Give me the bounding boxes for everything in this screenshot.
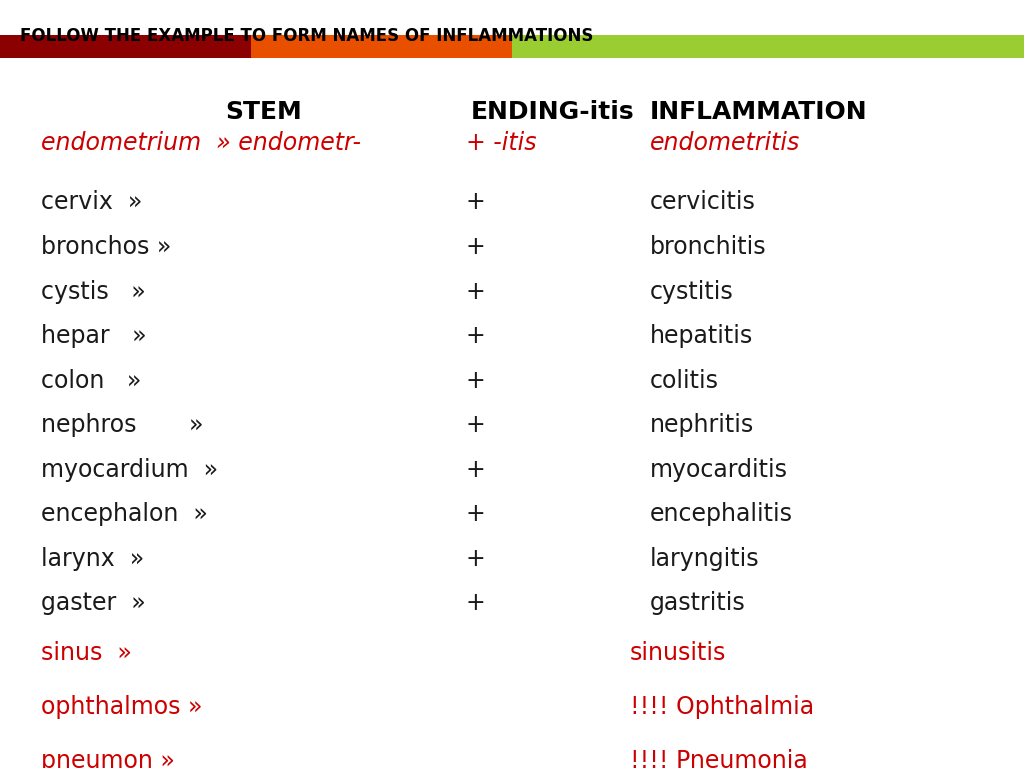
Text: encephalitis: encephalitis <box>650 502 794 526</box>
Text: +: + <box>466 502 485 526</box>
Text: cystitis: cystitis <box>650 280 734 303</box>
Text: gastritis: gastritis <box>650 591 746 615</box>
FancyBboxPatch shape <box>512 35 1024 58</box>
Text: +: + <box>466 190 485 214</box>
Text: ENDING-itis: ENDING-itis <box>471 100 635 124</box>
Text: +: + <box>466 547 485 571</box>
FancyBboxPatch shape <box>251 35 512 58</box>
Text: +: + <box>466 280 485 303</box>
Text: +: + <box>466 235 485 259</box>
Text: +: + <box>466 458 485 482</box>
Text: sinusitis: sinusitis <box>630 641 726 665</box>
Text: hepar   »: hepar » <box>41 324 146 348</box>
Text: sinus  »: sinus » <box>41 641 132 665</box>
Text: +: + <box>466 413 485 437</box>
Text: gaster  »: gaster » <box>41 591 145 615</box>
Text: !!!! Pneumonia: !!!! Pneumonia <box>630 749 808 768</box>
Text: !!!! Ophthalmia: !!!! Ophthalmia <box>630 695 814 719</box>
Text: STEM: STEM <box>225 100 302 124</box>
Text: pneumon »: pneumon » <box>41 749 175 768</box>
Text: cystis   »: cystis » <box>41 280 145 303</box>
Text: colon   »: colon » <box>41 369 141 392</box>
Text: +: + <box>466 324 485 348</box>
FancyBboxPatch shape <box>0 35 251 58</box>
Text: nephritis: nephritis <box>650 413 755 437</box>
Text: +: + <box>466 591 485 615</box>
Text: laryngitis: laryngitis <box>650 547 760 571</box>
Text: nephros       »: nephros » <box>41 413 204 437</box>
Text: bronchos »: bronchos » <box>41 235 171 259</box>
Text: endometrium  » endometr-: endometrium » endometr- <box>41 131 360 154</box>
Text: endometritis: endometritis <box>650 131 801 154</box>
Text: bronchitis: bronchitis <box>650 235 767 259</box>
Text: cervicitis: cervicitis <box>650 190 756 214</box>
Text: INFLAMMATION: INFLAMMATION <box>650 100 868 124</box>
Text: hepatitis: hepatitis <box>650 324 754 348</box>
Text: FOLLOW THE EXAMPLE TO FORM NAMES OF INFLAMMATIONS: FOLLOW THE EXAMPLE TO FORM NAMES OF INFL… <box>20 27 594 45</box>
Text: myocardium  »: myocardium » <box>41 458 218 482</box>
Text: larynx  »: larynx » <box>41 547 144 571</box>
Text: cervix  »: cervix » <box>41 190 142 214</box>
Text: colitis: colitis <box>650 369 719 392</box>
Text: myocarditis: myocarditis <box>650 458 788 482</box>
Text: + -itis: + -itis <box>466 131 537 154</box>
Text: ophthalmos »: ophthalmos » <box>41 695 203 719</box>
Text: encephalon  »: encephalon » <box>41 502 208 526</box>
Text: +: + <box>466 369 485 392</box>
